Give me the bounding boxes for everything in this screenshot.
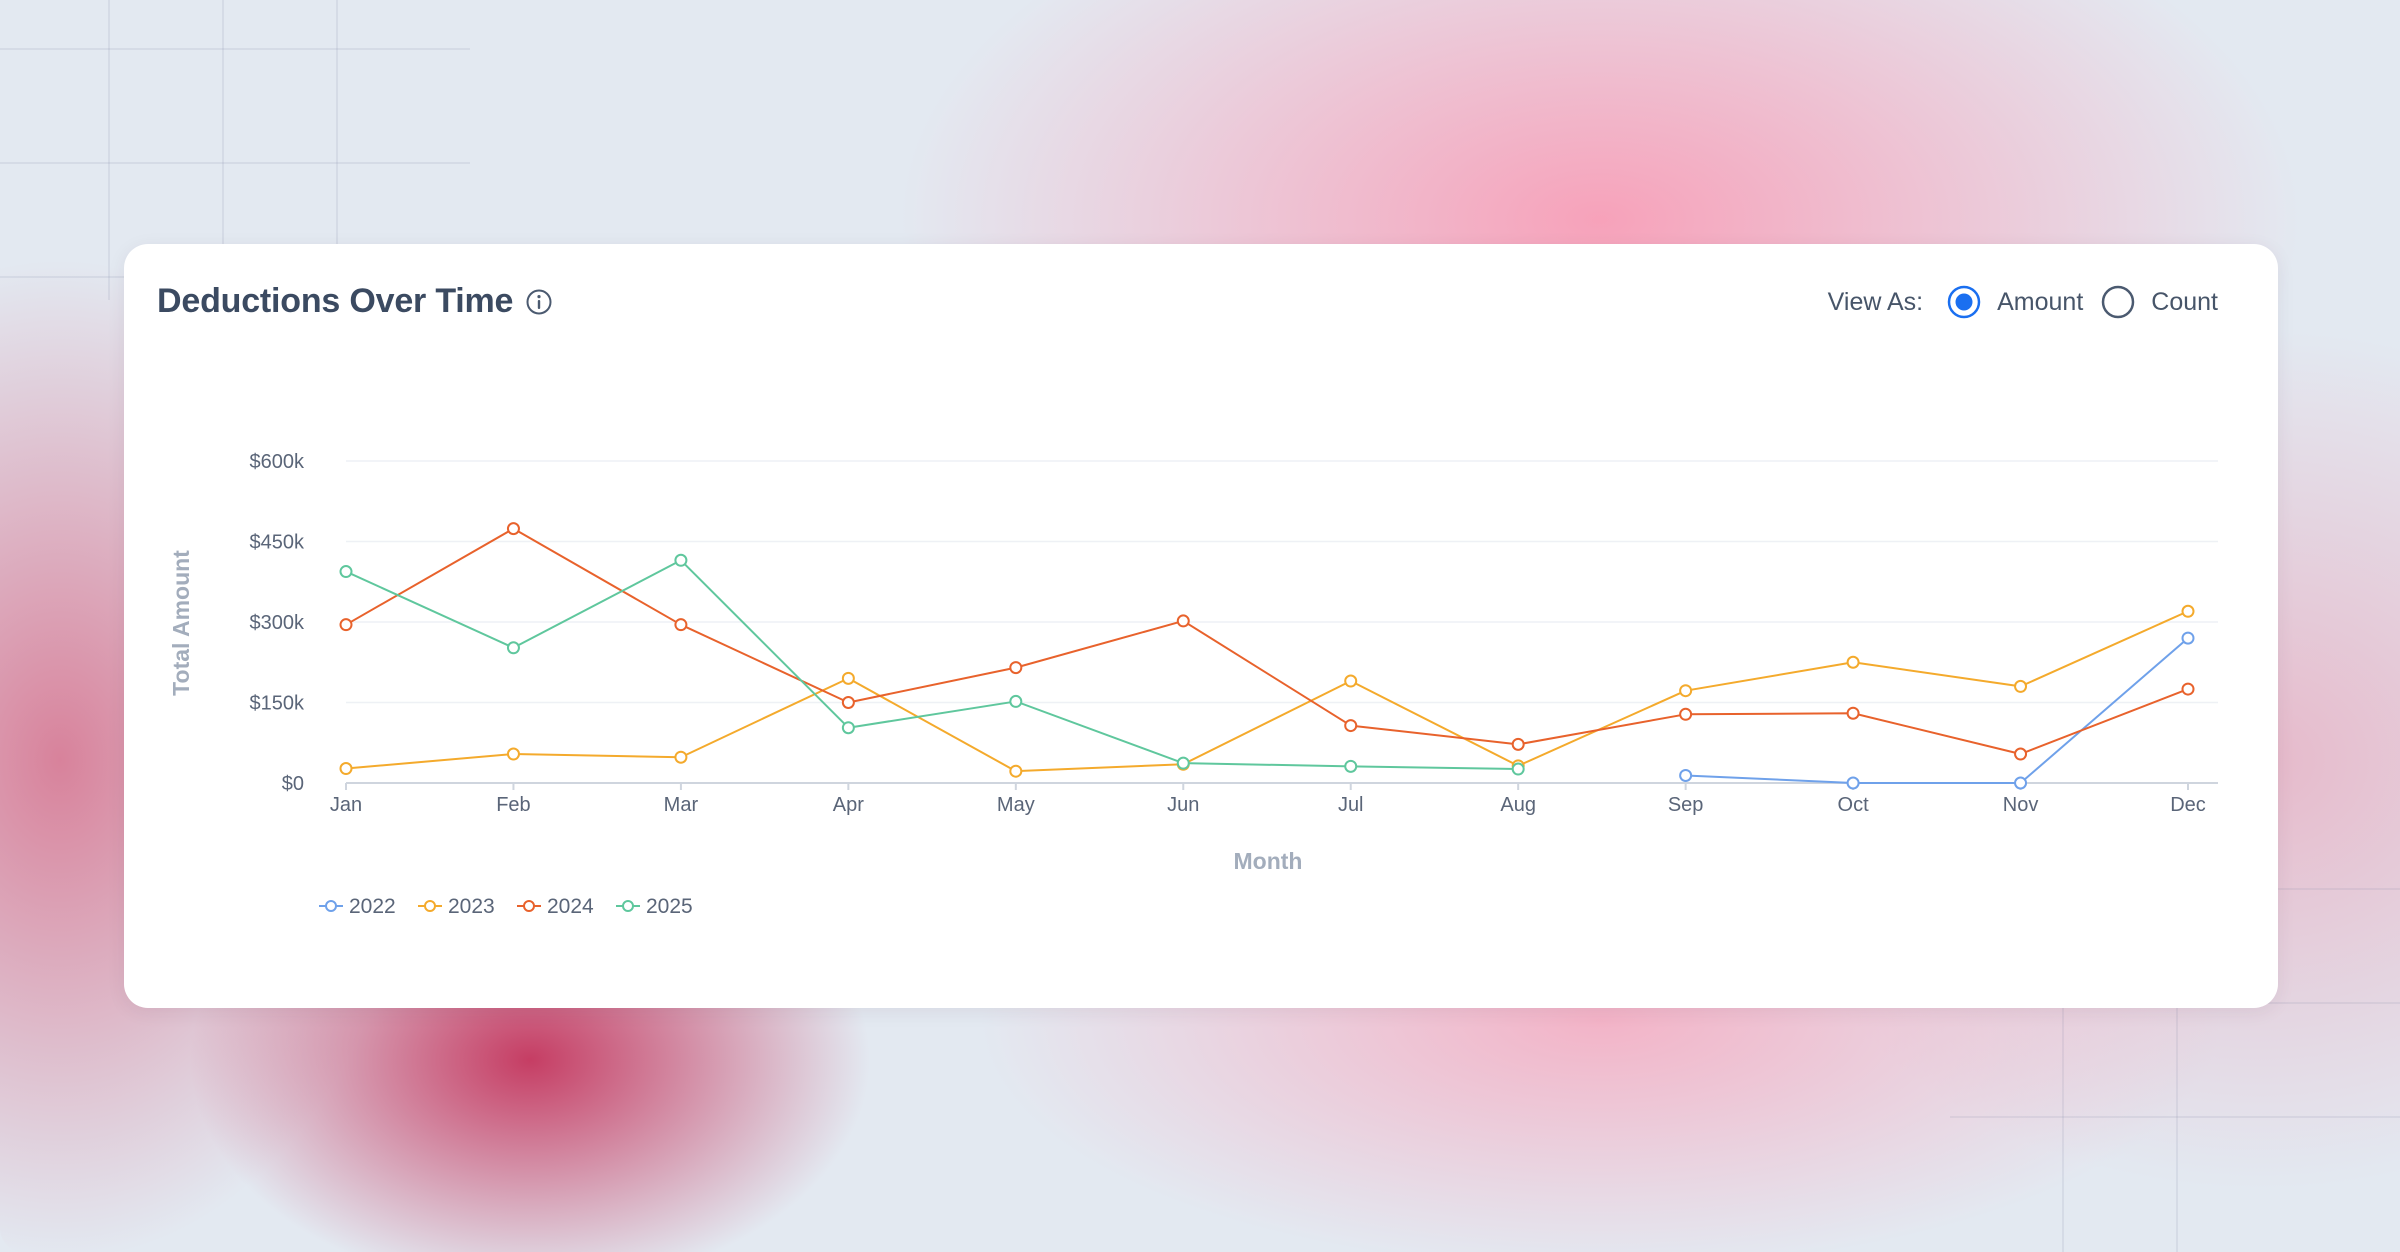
x-tick-label: Jan [330,794,362,816]
data-point[interactable] [339,565,353,579]
y-tick-label: $600k [250,451,305,473]
data-point[interactable] [1176,756,1190,770]
series-line [1685,637,2189,784]
y-tick-label: $0 [282,773,304,795]
x-tick-label: Jun [1167,794,1199,816]
y-tick-label: $450k [250,532,305,554]
data-point[interactable] [1846,706,1860,720]
data-point[interactable] [841,721,855,735]
series-2022 [1679,631,2195,790]
data-point[interactable] [2014,679,2028,693]
legend-swatch-marker [622,900,634,912]
legend-item-2022[interactable]: 2022 [319,895,396,918]
legend: 2022 2023 2024 2025 [319,895,693,918]
info-circle-icon[interactable] [525,288,553,316]
view-as-control: View As: Amount Count [1828,285,2218,319]
data-point[interactable] [1511,737,1525,751]
data-point[interactable] [339,762,353,776]
data-point[interactable] [841,671,855,685]
radio-unselected-icon[interactable] [2101,285,2135,319]
radio-selected-icon[interactable] [1947,285,1981,319]
legend-swatch-marker [523,900,535,912]
x-tick-label: Aug [1500,794,1536,816]
y-tick-label: $150k [250,693,305,715]
data-point[interactable] [1009,661,1023,675]
data-point[interactable] [674,553,688,567]
x-axis-ticks: Jan Feb Mar Apr May Jun Jul Aug Sep Oct Nov Dec [330,783,2206,816]
view-as-count-option[interactable]: Count [2101,285,2218,319]
legend-item-2023[interactable]: 2023 [418,895,495,918]
series-2025 [339,553,1525,776]
data-point[interactable] [1511,762,1525,776]
data-point[interactable] [1846,655,1860,669]
chart-title: Deductions Over Time [157,282,514,320]
legend-item-2024[interactable]: 2024 [517,895,594,918]
y-axis-label: Total Amount [168,550,194,696]
x-tick-label: Feb [496,794,530,816]
legend-swatch-marker [325,900,337,912]
data-point[interactable] [1176,614,1190,628]
series-2024 [339,522,2195,761]
data-point[interactable] [674,618,688,632]
data-point[interactable] [841,696,855,709]
series-lines [339,522,2195,790]
series-line [345,527,2189,756]
data-point[interactable] [1344,759,1358,773]
x-tick-label: May [997,794,1035,816]
series-line [345,559,1519,771]
data-point[interactable] [2181,604,2195,618]
card-header: Deductions Over Time [157,282,553,321]
data-point[interactable] [1344,719,1358,733]
legend-label: 2024 [547,895,594,918]
view-as-amount-label[interactable]: Amount [1997,287,2084,316]
data-point[interactable] [1344,674,1358,688]
legend-label: 2022 [349,895,396,918]
chart-card: Deductions Over Time View As: Amount [124,244,2278,1008]
x-tick-label: Apr [833,794,864,816]
data-point[interactable] [506,747,520,761]
y-axis-ticks: $0 $150k $300k $450k $600k [250,451,305,795]
data-point[interactable] [2181,631,2195,645]
data-point[interactable] [1679,768,1693,782]
data-point[interactable] [674,750,688,764]
legend-label: 2025 [646,895,693,918]
data-point[interactable] [1846,776,1860,790]
x-tick-label: Dec [2170,794,2206,816]
data-point[interactable] [1679,684,1693,698]
view-as-amount-option[interactable]: Amount [1947,285,2083,319]
x-tick-label: Sep [1668,794,1704,816]
data-point[interactable] [506,641,520,655]
legend-item-2025[interactable]: 2025 [616,895,693,918]
data-point[interactable] [1009,694,1023,708]
data-point[interactable] [2181,682,2195,696]
view-as-label: View As: [1827,287,1924,316]
x-tick-label: Oct [1838,794,1870,816]
view-as-count-label[interactable]: Count [2151,287,2218,316]
x-tick-label: Jul [1338,794,1364,816]
series-2023 [339,604,2195,778]
line-chart: $0 $150k $300k $450k $600k Jan Feb Mar Apr May Ju… [168,451,2218,918]
legend-swatch-marker [424,900,436,912]
data-point[interactable] [1679,707,1693,721]
x-tick-label: Mar [664,794,699,816]
data-point[interactable] [339,618,353,632]
data-point[interactable] [2014,747,2028,761]
y-tick-label: $300k [250,612,305,634]
data-point[interactable] [506,522,520,536]
series-line [345,610,2189,773]
data-point[interactable] [1009,764,1023,778]
x-axis-label: Month [1234,848,1303,874]
data-point[interactable] [2014,776,2028,790]
x-tick-label: Nov [2003,794,2039,816]
legend-label: 2023 [448,895,495,918]
